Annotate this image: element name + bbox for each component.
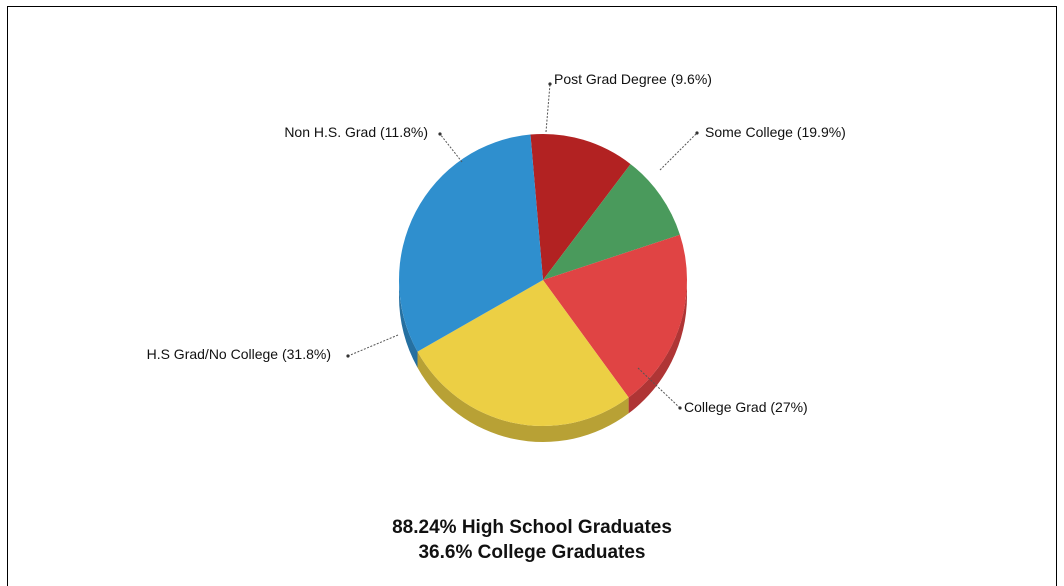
pie-slice (417, 280, 629, 426)
pie-slice-side (628, 280, 687, 414)
pie-slice-side (417, 351, 629, 442)
slice-label: College Grad (27%) (684, 399, 808, 415)
slice-label: Some College (19.9%) (705, 124, 846, 140)
pie-slice-side (398, 280, 418, 368)
caption-college: 36.6% College Graduates (418, 542, 646, 563)
pie-slice (543, 164, 680, 280)
leader-line (545, 82, 552, 133)
leader-line (346, 334, 399, 358)
leader-line (637, 367, 682, 410)
pie-slice (530, 134, 631, 280)
leader-line (438, 132, 463, 163)
caption-high-school: 88.24% High School Graduates (392, 517, 672, 538)
leader-line (659, 131, 699, 171)
slice-label: H.S Grad/No College (31.8%) (147, 346, 331, 362)
slice-label: Post Grad Degree (9.6%) (554, 71, 712, 87)
slice-label: Non H.S. Grad (11.8%) (284, 124, 428, 140)
pie-slice (543, 234, 687, 398)
pie-slice (399, 134, 543, 352)
